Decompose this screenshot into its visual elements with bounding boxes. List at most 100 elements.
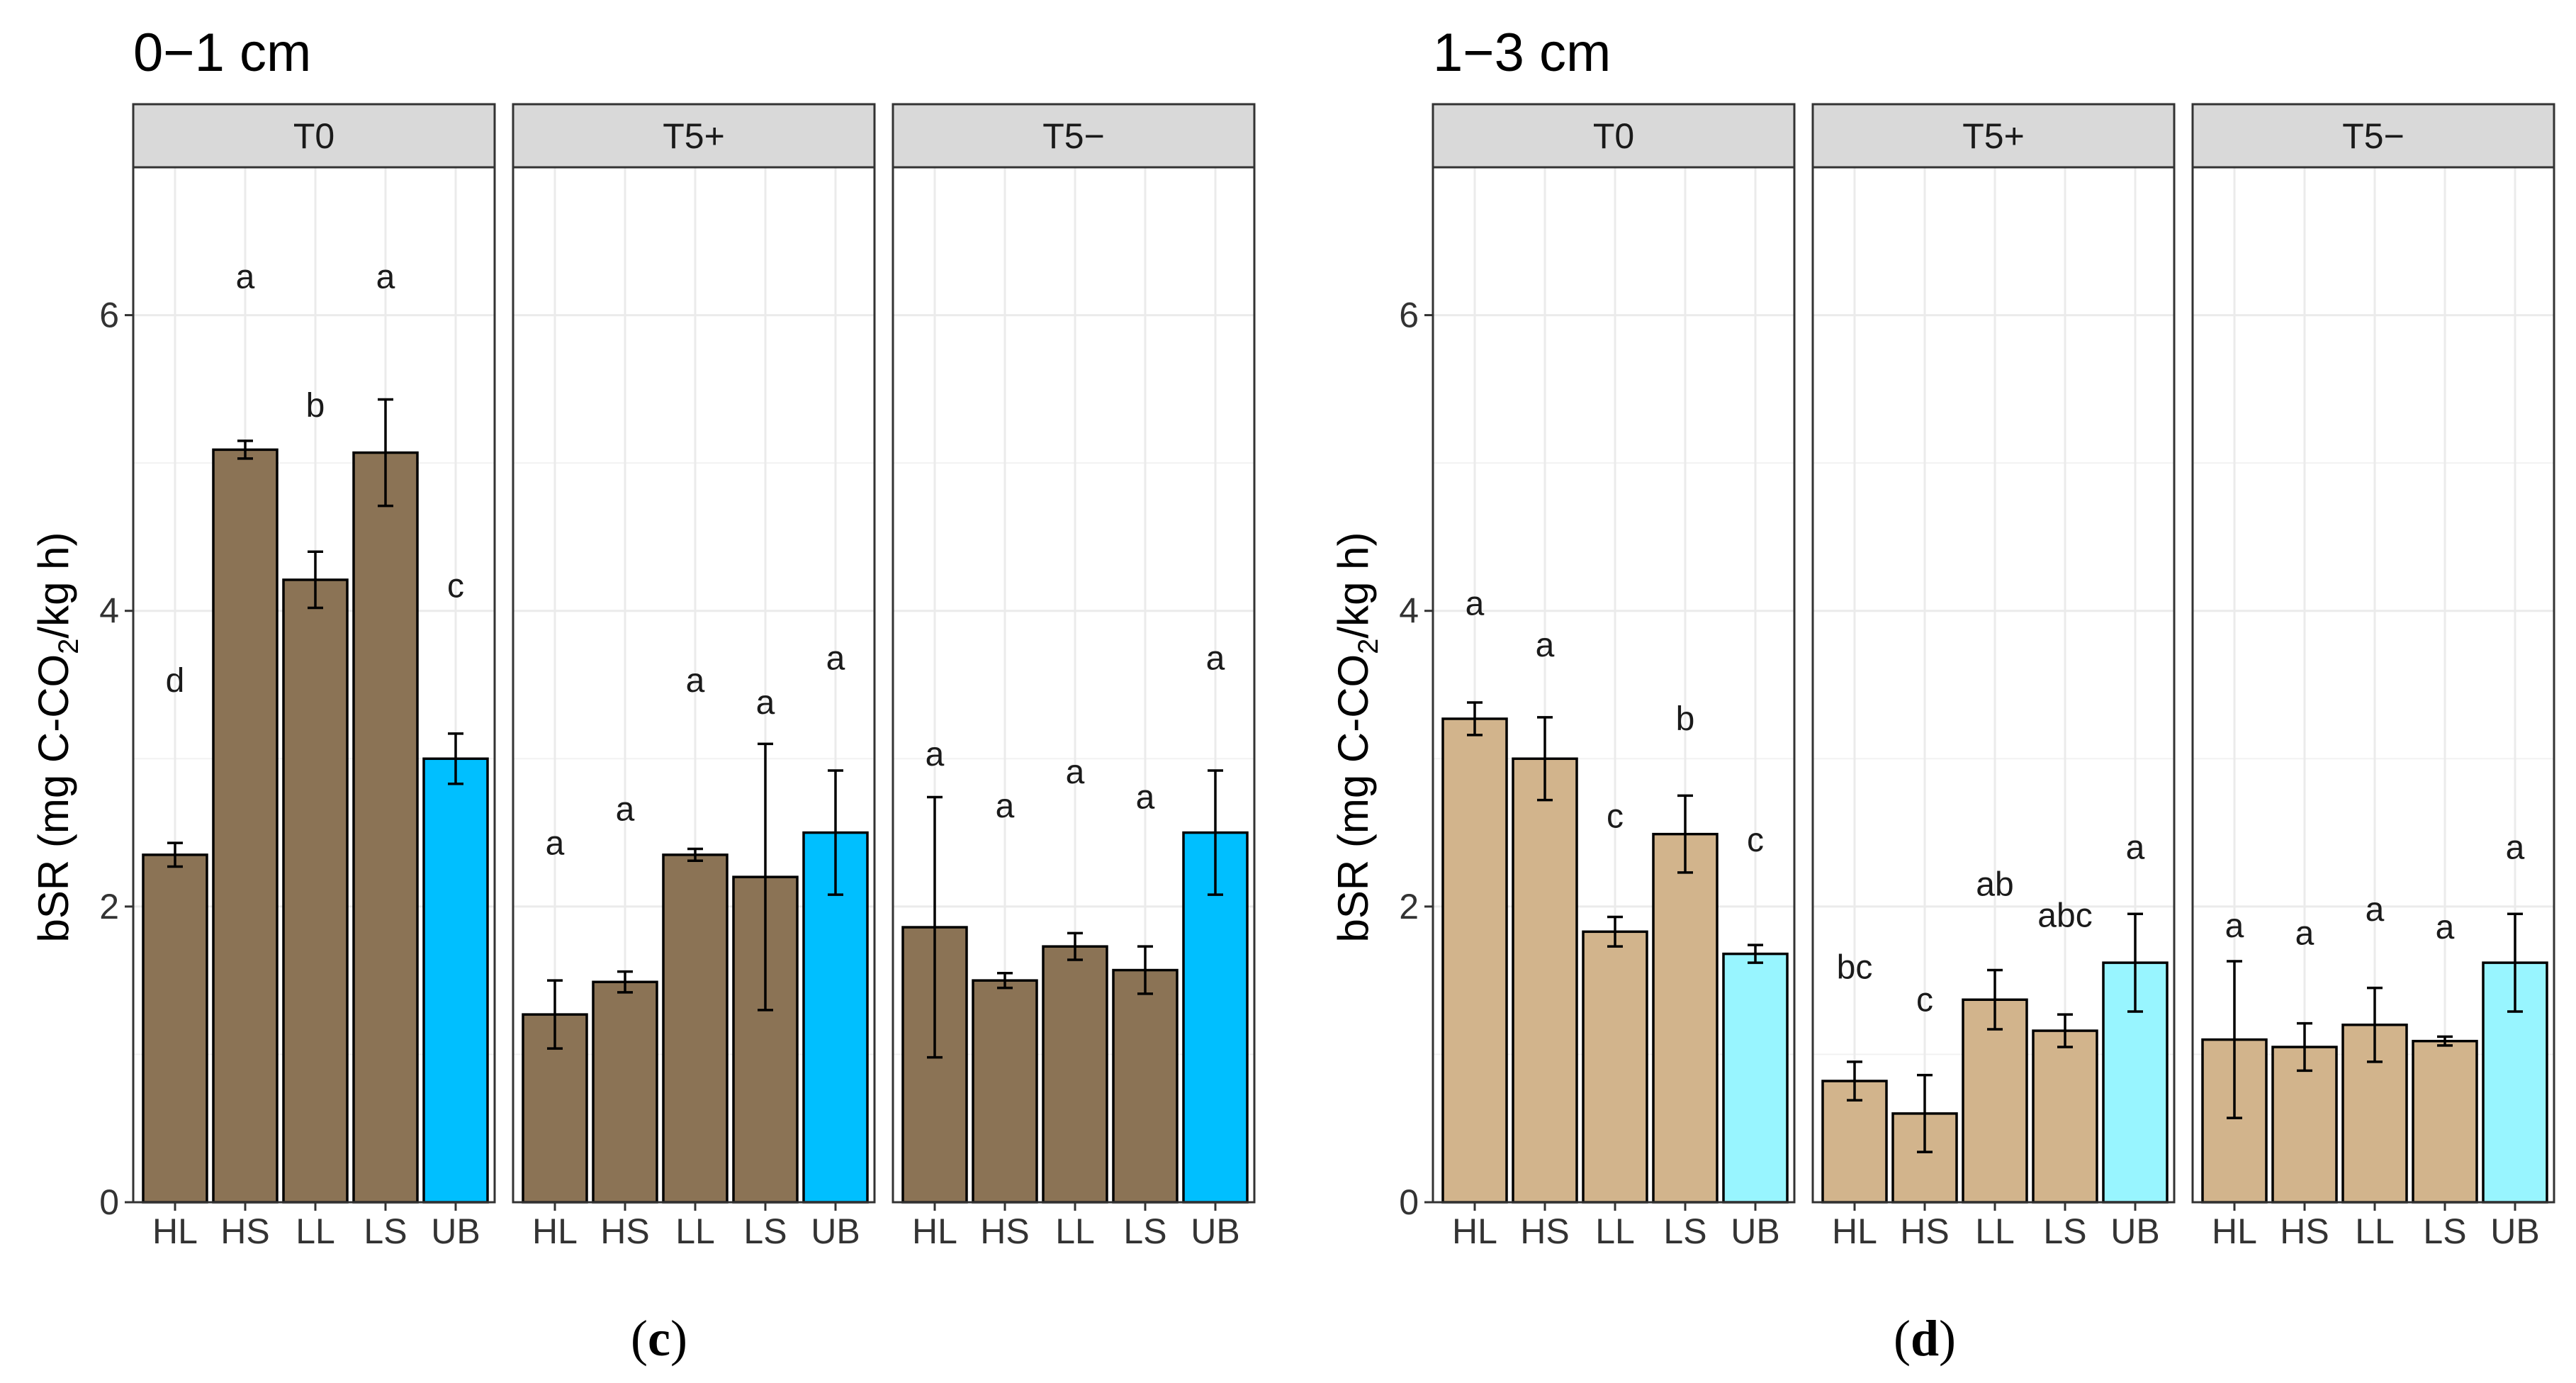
bar-LL — [662, 853, 729, 1204]
x-tick-label-HS: HS — [220, 1211, 269, 1251]
significance-letter-LS: abc — [2037, 897, 2092, 934]
y-tick-label: 4 — [99, 591, 119, 631]
y-axis-label: bSR (mg C-CO2/kg h) — [30, 532, 84, 942]
bar-LL — [282, 578, 349, 1204]
facet-strip — [1811, 103, 2176, 169]
bar-LS — [1652, 832, 1719, 1204]
significance-letter-UB: a — [2126, 829, 2145, 867]
x-tick-label-UB: UB — [1191, 1211, 1239, 1251]
x-tick-label-LS: LS — [743, 1211, 787, 1251]
x-tick-label-HS: HS — [1900, 1211, 1949, 1251]
significance-letter-LL: b — [306, 387, 325, 425]
bar-HS — [212, 448, 279, 1204]
significance-letter-HS: a — [996, 788, 1015, 825]
significance-letter-UB: a — [1206, 640, 1225, 678]
facet-strip-label: T0 — [293, 116, 334, 156]
bar-HS — [1891, 1112, 1958, 1204]
facet-panel-border — [132, 166, 496, 1204]
x-tick-label-HS: HS — [980, 1211, 1029, 1251]
x-tick-label-LS: LS — [2423, 1211, 2466, 1251]
x-tick-label-HS: HS — [600, 1211, 649, 1251]
significance-letter-HL: a — [1466, 585, 1485, 622]
bar-LS — [1112, 968, 1179, 1204]
significance-letter-HL: bc — [1837, 948, 1873, 986]
significance-letter-HL: a — [2225, 907, 2244, 945]
chart-1-3cm: 1−3 cm bSR (mg C-CO2/kg h) (d) 0 2 4 6 T0 a HL… — [1329, 23, 2555, 1367]
facet-strip-label: T5+ — [663, 116, 725, 156]
facet-strip — [2191, 103, 2555, 169]
significance-letter-HL: a — [546, 824, 565, 862]
y-tick-label: 2 — [99, 887, 119, 926]
significance-letter-LL: c — [1607, 798, 1624, 836]
significance-letter-UB: a — [826, 640, 845, 678]
significance-letter-LL: a — [686, 662, 705, 700]
bar-LS — [352, 451, 419, 1204]
significance-letter-UB: a — [2506, 829, 2525, 867]
significance-letter-LS: a — [2436, 909, 2455, 946]
facet-T5+: T5+ a HL a HS a LL a LS a UB — [512, 103, 876, 1251]
facet-strip — [1432, 103, 1796, 169]
bar-HS — [2271, 1046, 2338, 1204]
facet-strip — [892, 103, 1256, 169]
x-tick-label-LL: LL — [675, 1211, 715, 1251]
chart-title: 1−3 cm — [1433, 23, 1611, 83]
x-tick-label-UB: UB — [2490, 1211, 2539, 1251]
x-tick-label-HL: HL — [912, 1211, 957, 1251]
bar-HL — [1441, 717, 1508, 1204]
y-tick-label: 0 — [99, 1182, 119, 1222]
facet-strip-label: T5+ — [1962, 116, 2025, 156]
x-tick-label-HS: HS — [1520, 1211, 1569, 1251]
x-tick-label-LS: LS — [1663, 1211, 1706, 1251]
bar-LL — [1042, 945, 1108, 1204]
chart-0-1cm: 0−1 cm bSR (mg C-CO2/kg h) (c) 0 2 4 6 T0 d HL… — [30, 23, 1256, 1367]
facet-strip-label: T5− — [2342, 116, 2405, 156]
bar-HL — [142, 853, 208, 1204]
bar-HS — [592, 980, 658, 1204]
significance-letter-LS: a — [376, 258, 395, 296]
y-tick-label: 6 — [99, 296, 119, 335]
facet-T0: T0 a HL a HS c LL b LS c UB — [1432, 103, 1796, 1251]
x-tick-label-LS: LS — [2043, 1211, 2086, 1251]
x-tick-label-UB: UB — [1731, 1211, 1779, 1251]
significance-letter-LS: a — [756, 684, 775, 722]
significance-letter-HS: a — [2295, 914, 2315, 952]
facet-strip-label: T5− — [1042, 116, 1105, 156]
facet-panel-border — [2191, 166, 2555, 1204]
bar-LS — [2032, 1029, 2098, 1204]
significance-letter-LS: b — [1676, 700, 1695, 738]
significance-letter-HS: a — [616, 790, 635, 828]
significance-letter-UB: c — [1747, 822, 1764, 859]
y-tick-label: 4 — [1399, 591, 1419, 631]
x-tick-label-LL: LL — [1975, 1211, 2015, 1251]
x-tick-label-LL: LL — [1055, 1211, 1095, 1251]
bar-UB — [1722, 952, 1789, 1204]
panel-caption: (d) — [1894, 1310, 1956, 1367]
facet-T5−: T5− a HL a HS a LL a LS a UB — [2191, 103, 2555, 1251]
x-tick-label-LL: LL — [296, 1211, 335, 1251]
significance-letter-LL: ab — [1976, 866, 2013, 904]
facet-T0: T0 d HL a HS b LL a LS c UB — [132, 103, 496, 1251]
facet-panel-border — [892, 166, 1256, 1204]
significance-letter-LL: a — [1066, 754, 1085, 791]
x-tick-label-UB: UB — [811, 1211, 860, 1251]
bar-LL — [1582, 930, 1648, 1204]
bar-HS — [1512, 757, 1578, 1204]
x-tick-label-HL: HL — [2212, 1211, 2257, 1251]
y-tick-label: 2 — [1399, 887, 1419, 926]
significance-letter-HS: c — [1916, 981, 1933, 1019]
facet-strip-label: T0 — [1593, 116, 1634, 156]
x-tick-label-LS: LS — [1123, 1211, 1166, 1251]
significance-letter-HS: a — [1536, 627, 1555, 664]
chart-title: 0−1 cm — [133, 23, 311, 83]
facet-panel-border — [1811, 166, 2176, 1204]
x-tick-label-HS: HS — [2280, 1211, 2329, 1251]
significance-letter-HS: a — [236, 258, 255, 296]
x-tick-label-LS: LS — [364, 1211, 407, 1251]
x-tick-label-HL: HL — [1832, 1211, 1877, 1251]
bar-HS — [972, 979, 1038, 1204]
bar-LS — [2412, 1039, 2478, 1204]
x-tick-label-HL: HL — [532, 1211, 578, 1251]
significance-letter-LL: a — [2366, 891, 2385, 929]
significance-letter-LS: a — [1136, 779, 1155, 817]
bar-UB — [422, 757, 489, 1204]
